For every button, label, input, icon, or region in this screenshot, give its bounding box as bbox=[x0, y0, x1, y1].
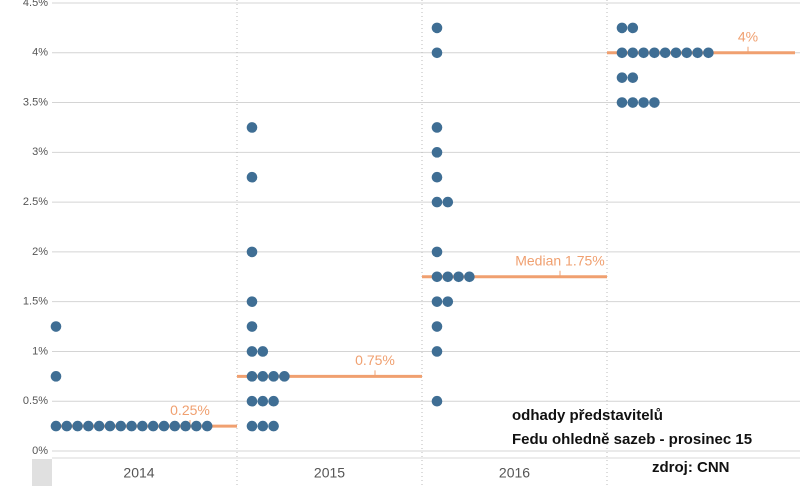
dot bbox=[169, 420, 181, 432]
x-tick-label: 2014 bbox=[123, 465, 154, 481]
dot bbox=[137, 420, 148, 432]
y-tick-label: 2% bbox=[32, 246, 48, 258]
dot bbox=[191, 420, 202, 432]
dot bbox=[268, 395, 279, 407]
dot bbox=[246, 321, 258, 332]
dot bbox=[257, 371, 269, 382]
dot bbox=[257, 395, 269, 407]
annotation: odhady představitelů bbox=[512, 407, 663, 424]
dot bbox=[627, 22, 639, 34]
dot bbox=[268, 371, 279, 382]
dot bbox=[431, 321, 443, 332]
dot bbox=[246, 246, 258, 258]
dot bbox=[442, 196, 454, 208]
dot bbox=[93, 420, 105, 432]
dot bbox=[431, 395, 443, 407]
dot bbox=[268, 420, 279, 432]
dot bbox=[431, 246, 443, 258]
dot bbox=[246, 420, 258, 432]
dot bbox=[61, 420, 73, 432]
dot bbox=[616, 47, 628, 59]
dot bbox=[464, 271, 475, 283]
dot bbox=[50, 321, 62, 332]
dot bbox=[453, 271, 464, 283]
dot bbox=[83, 420, 94, 432]
dot bbox=[649, 97, 660, 108]
dot bbox=[442, 296, 454, 307]
dot bbox=[180, 420, 191, 432]
dot bbox=[616, 97, 628, 108]
dot bbox=[201, 420, 213, 432]
dot bbox=[638, 47, 649, 59]
annotation: zdroj: CNN bbox=[652, 459, 730, 476]
x-tick-label: 2015 bbox=[314, 465, 345, 481]
y-tick-label: 1% bbox=[32, 345, 48, 357]
y-tick-label: 2.5% bbox=[23, 196, 48, 208]
dot bbox=[246, 395, 258, 407]
dot bbox=[659, 47, 671, 59]
dot bbox=[431, 22, 443, 34]
dot bbox=[692, 47, 703, 59]
dot bbox=[627, 72, 639, 83]
dot bbox=[104, 420, 116, 432]
y-tick-label: 3% bbox=[32, 146, 48, 158]
dot bbox=[627, 97, 639, 108]
dot bbox=[246, 371, 258, 382]
axis-corner bbox=[32, 459, 52, 486]
dot bbox=[616, 22, 628, 34]
y-tick-label: 4% bbox=[32, 47, 48, 59]
y-tick-label: 3.5% bbox=[23, 96, 48, 108]
dot bbox=[72, 420, 83, 432]
dot bbox=[246, 296, 258, 307]
median-label: 0.75% bbox=[355, 352, 395, 368]
dot bbox=[431, 122, 443, 133]
dot bbox=[246, 171, 258, 183]
median-label: 4% bbox=[738, 28, 758, 44]
dot bbox=[649, 47, 660, 59]
dot bbox=[638, 97, 649, 108]
dot bbox=[681, 47, 693, 59]
median-label: Median 1.75% bbox=[515, 252, 605, 268]
dot bbox=[431, 196, 443, 208]
dot bbox=[279, 371, 290, 382]
dot bbox=[442, 271, 454, 283]
dot bbox=[126, 420, 137, 432]
dot bbox=[431, 171, 443, 183]
dot bbox=[50, 371, 62, 382]
dot bbox=[431, 47, 443, 59]
dot bbox=[627, 47, 639, 59]
dot bbox=[257, 346, 269, 357]
y-tick-label: 0% bbox=[32, 445, 48, 457]
dot bbox=[670, 47, 682, 59]
y-tick-label: 0.5% bbox=[23, 395, 48, 407]
y-tick-label: 1.5% bbox=[23, 296, 48, 308]
dot bbox=[50, 420, 62, 432]
dot bbox=[431, 147, 443, 158]
dot bbox=[246, 346, 258, 357]
dot bbox=[431, 346, 443, 357]
dot bbox=[431, 296, 443, 307]
dot bbox=[246, 122, 258, 133]
dot bbox=[158, 420, 170, 432]
y-tick-label: 4.5% bbox=[23, 0, 48, 9]
x-tick-label: 2016 bbox=[499, 465, 530, 481]
dot bbox=[147, 420, 159, 432]
dot bbox=[616, 72, 628, 83]
median-label: 0.25% bbox=[170, 402, 210, 418]
dot bbox=[115, 420, 127, 432]
dot bbox=[431, 271, 443, 283]
dot bbox=[703, 47, 714, 59]
annotation: Fedu ohledně sazeb - prosinec 15 bbox=[512, 431, 752, 448]
dot bbox=[257, 420, 269, 432]
